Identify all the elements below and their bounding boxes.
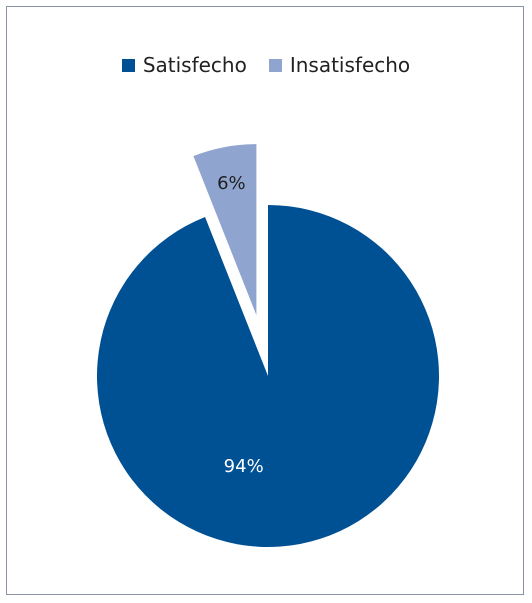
data-label-insatisfecho: 6% <box>217 173 246 194</box>
legend-swatch-satisfecho <box>121 58 135 72</box>
legend-swatch-insatisfecho <box>268 58 282 72</box>
pie-slice-satisfecho <box>97 205 440 547</box>
data-label-satisfecho: 94% <box>224 456 264 477</box>
legend-label-insatisfecho: Insatisfecho <box>289 53 411 77</box>
pie-slice-insatisfecho <box>193 144 257 316</box>
legend-item-insatisfecho: Insatisfecho <box>268 53 411 77</box>
legend-item-satisfecho: Satisfecho <box>121 53 247 77</box>
legend: Satisfecho Insatisfecho <box>0 53 532 77</box>
legend-label-satisfecho: Satisfecho <box>142 53 247 77</box>
